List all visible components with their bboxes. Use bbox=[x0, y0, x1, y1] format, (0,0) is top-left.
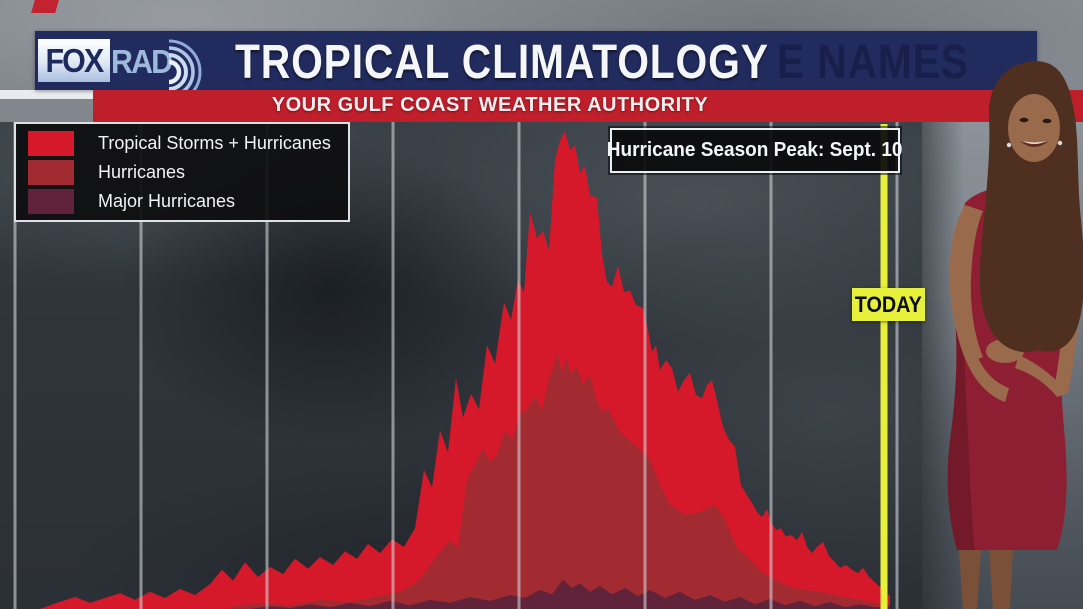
today-label-text: TODAY bbox=[854, 291, 923, 317]
presenter-leg-right bbox=[989, 550, 1013, 609]
presenter-leg-left bbox=[959, 550, 981, 609]
title-banner: E NAMES FOX RAD TROPICAL CLIMATOLOGY bbox=[35, 31, 1037, 105]
chart-legend: Tropical Storms + Hurricanes Hurricanes … bbox=[14, 122, 350, 222]
subtitle-banner: YOUR GULF COAST WEATHER AUTHORITY bbox=[93, 90, 1083, 122]
legend-label: Major Hurricanes bbox=[98, 190, 236, 211]
presenter-face bbox=[1008, 94, 1060, 162]
earring-right bbox=[1057, 140, 1063, 146]
area-series-1 bbox=[230, 352, 890, 609]
presenter-smile bbox=[1020, 141, 1049, 147]
subtitle-text: YOUR GULF COAST WEATHER AUTHORITY bbox=[271, 94, 709, 116]
legend-item-storms: Tropical Storms + Hurricanes bbox=[16, 129, 348, 157]
foxrad-logo: FOX bbox=[38, 39, 110, 82]
top-red-accent bbox=[31, 0, 59, 13]
weather-presenter bbox=[947, 61, 1083, 609]
presenter-teeth bbox=[1023, 141, 1046, 144]
rad-logo-text: RAD bbox=[111, 43, 173, 80]
peak-annotation-box: Hurricane Season Peak: Sept. 10 bbox=[607, 128, 903, 173]
page-title: TROPICAL CLIMATOLOGY bbox=[235, 36, 769, 89]
major-hurricanes-swatch bbox=[28, 188, 74, 214]
today-label-box: TODAY bbox=[852, 288, 925, 321]
presenter-hair-fringe bbox=[1007, 75, 1063, 115]
storms-swatch bbox=[28, 130, 74, 156]
legend-item-major-hurricanes: Major Hurricanes bbox=[16, 187, 348, 215]
legend-label: Tropical Storms + Hurricanes bbox=[98, 132, 331, 153]
hurricanes-swatch bbox=[28, 159, 74, 185]
presenter-right-arm bbox=[949, 205, 983, 363]
area-series-2 bbox=[250, 579, 890, 609]
fox-logo-text: FOX bbox=[45, 41, 105, 79]
earring-left bbox=[1006, 142, 1012, 148]
legend-item-hurricanes: Hurricanes bbox=[16, 158, 348, 186]
presenter-right-forearm bbox=[967, 355, 1009, 402]
peak-annotation-text: Hurricane Season Peak: Sept. 10 bbox=[607, 139, 903, 161]
presenter-eye-right bbox=[1042, 118, 1052, 124]
presenter-eye-left bbox=[1019, 117, 1029, 123]
left-accent-bar bbox=[0, 90, 93, 99]
area-series-0 bbox=[40, 131, 890, 609]
today-line bbox=[880, 124, 888, 609]
dress-shadow bbox=[947, 230, 975, 550]
presenter-left-forearm bbox=[1015, 355, 1068, 397]
ghost-text: E NAMES bbox=[777, 36, 969, 89]
legend-label: Hurricanes bbox=[98, 161, 186, 182]
